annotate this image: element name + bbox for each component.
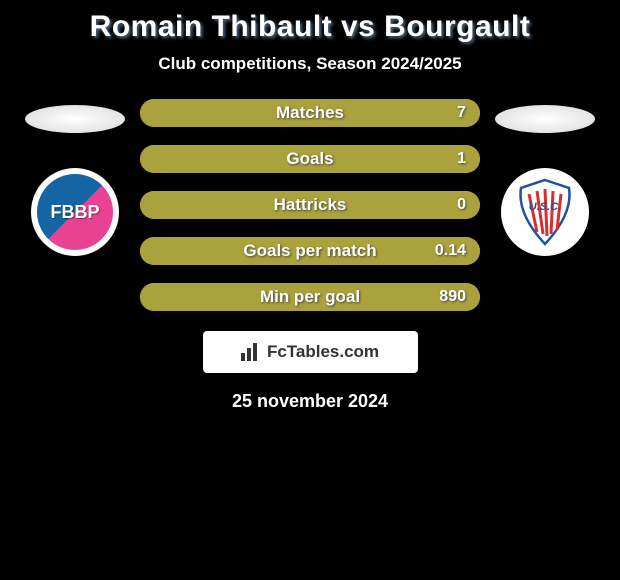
stat-label: Hattricks	[140, 195, 480, 215]
stat-bar: Min per goal890	[140, 283, 480, 311]
bar-chart-icon	[241, 343, 261, 361]
left-column: FBBP	[20, 99, 130, 256]
right-club-badge-inner: U.S.C.	[507, 174, 583, 250]
watermark: FcTables.com	[203, 331, 418, 373]
stat-label: Goals	[140, 149, 480, 169]
stat-label: Matches	[140, 103, 480, 123]
stat-value: 1	[457, 150, 466, 168]
stat-value: 890	[439, 288, 466, 306]
right-column: U.S.C.	[490, 99, 600, 256]
stat-bar: Hattricks0	[140, 191, 480, 219]
season-subtitle: Club competitions, Season 2024/2025	[158, 54, 461, 74]
stat-label: Goals per match	[140, 241, 480, 261]
date-text: 25 november 2024	[232, 391, 388, 412]
right-club-badge: U.S.C.	[501, 168, 589, 256]
stat-bar: Goals per match0.14	[140, 237, 480, 265]
right-badge-text: U.S.C.	[529, 201, 561, 213]
stat-bar: Goals1	[140, 145, 480, 173]
comparison-title: Romain Thibault vs Bourgault	[90, 10, 531, 44]
right-player-ellipse	[495, 105, 595, 133]
main-area: FBBP Matches7 Goals1 Hattricks0 Goals per m…	[0, 99, 620, 311]
stat-value: 0.14	[435, 242, 466, 260]
watermark-text: FcTables.com	[267, 342, 379, 362]
stats-column: Matches7Goals1Hattricks0Goals per match0…	[140, 99, 480, 311]
stat-label: Min per goal	[140, 287, 480, 307]
left-club-badge-inner: FBBP	[37, 174, 113, 250]
shield-icon: U.S.C.	[507, 174, 583, 250]
left-player-ellipse	[25, 105, 125, 133]
stat-value: 0	[457, 196, 466, 214]
left-club-badge: FBBP	[31, 168, 119, 256]
stat-value: 7	[457, 104, 466, 122]
stat-bar: Matches7	[140, 99, 480, 127]
